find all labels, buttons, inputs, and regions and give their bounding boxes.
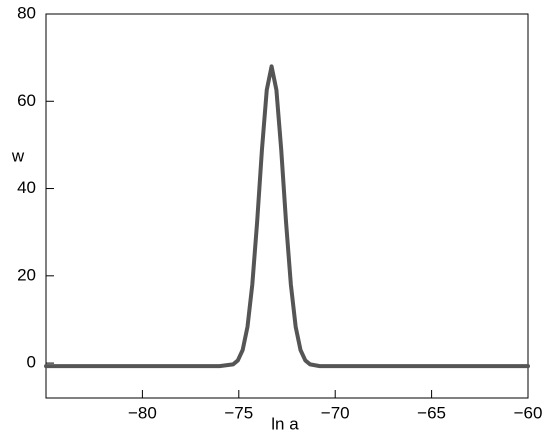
x-tick-label: −80 <box>128 403 157 422</box>
x-axis-label: ln a <box>271 414 299 433</box>
y-tick-label: 80 <box>17 3 36 22</box>
plot-frame <box>45 13 529 399</box>
x-tick-label: −65 <box>417 403 446 422</box>
x-tick-label: −70 <box>321 403 350 422</box>
data-line <box>44 64 530 369</box>
y-tick-label: 60 <box>17 91 36 110</box>
x-tick-label: −75 <box>224 403 253 422</box>
y-tick-label: 0 <box>27 353 36 372</box>
y-tick-label: 40 <box>17 178 36 197</box>
x-tick-label: −60 <box>514 403 543 422</box>
y-axis-label: w <box>11 146 25 165</box>
y-tick-label: 20 <box>17 265 36 284</box>
